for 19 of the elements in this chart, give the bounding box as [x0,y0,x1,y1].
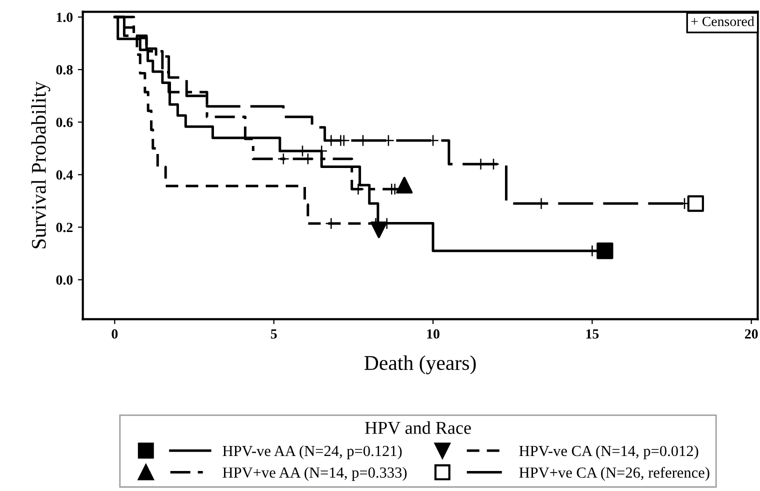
x-tick-label: 0 [112,329,118,339]
x-tick-label: 5 [270,329,277,339]
annotation: + Censored [691,16,754,26]
legend-title: HPV and Race [365,421,471,434]
x-tick-label: 20 [744,329,758,339]
y-tick-label: 0.8 [56,65,73,75]
x-tick-label: 10 [427,329,440,339]
legend-label: HPV+ve AA (N=14, p=0.333) [222,466,407,481]
legend-label: HPV+ve CA (N=26, reference) [519,466,710,481]
x-axis-title: Death (years) [364,355,476,374]
legend-label: HPV-ve AA (N=24, p=0.121) [222,445,402,460]
y-tick-label: 0.6 [56,118,73,128]
y-tick-label: 0.0 [56,275,73,285]
y-axis-title: Survival Probability [31,81,50,248]
x-tick-label: 15 [586,329,599,339]
y-tick-label: 1.0 [56,12,73,22]
legend-label: HPV-ve CA (N=14, p=0.012) [519,445,698,460]
y-tick-label: 0.4 [56,170,73,180]
y-tick-label: 0.2 [56,222,73,232]
